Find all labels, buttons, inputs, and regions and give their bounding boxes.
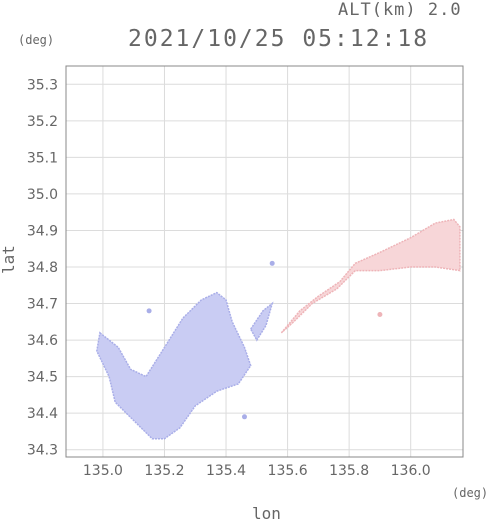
tick-labels: 135.0 135.2 135.4 135.6 135.8 136.0 34.3 34.4 34… [27, 77, 431, 479]
y-tick-label-5: 34.8 [27, 260, 58, 276]
x-tick-label-0: 135.0 [83, 463, 123, 479]
y-axis-unit: (deg) [18, 33, 55, 47]
x-tick-label-2: 135.4 [206, 463, 246, 479]
timestamp-title: 2021/10/25 05:12:18 [128, 26, 430, 52]
y-tick-label-2: 34.5 [27, 370, 58, 386]
x-axis-unit: (deg) [452, 486, 489, 500]
x-tick-label-3: 135.6 [268, 463, 308, 479]
region-negative-0 [96, 291, 252, 440]
y-tick-label-3: 34.6 [27, 333, 58, 349]
y-tick-label-10: 35.3 [27, 77, 58, 93]
y-tick-label-6: 34.9 [27, 223, 58, 239]
altitude-label: ALT(km) 2.0 [338, 0, 462, 20]
x-tick-label-5: 136.0 [391, 463, 431, 479]
speck-3 [241, 414, 247, 420]
speck-0 [269, 260, 275, 266]
y-tick-label-9: 35.2 [27, 114, 58, 130]
data-regions [96, 218, 461, 440]
region-negative-1 [249, 301, 274, 342]
speck-1 [146, 308, 152, 314]
y-tick-label-8: 35.1 [27, 150, 58, 166]
y-tick-label-0: 34.3 [27, 443, 58, 459]
plot-frame [65, 65, 464, 458]
speck-2 [377, 311, 383, 317]
y-tick-label-4: 34.7 [27, 297, 58, 313]
y-tick-label-7: 35.0 [27, 187, 58, 203]
x-tick-label-4: 135.8 [329, 463, 369, 479]
y-tick-label-1: 34.4 [27, 406, 58, 422]
x-axis-label: lon [252, 504, 281, 523]
grid-lines [66, 66, 463, 457]
x-tick-label-1: 135.2 [144, 463, 184, 479]
region-positive-2 [280, 218, 461, 334]
